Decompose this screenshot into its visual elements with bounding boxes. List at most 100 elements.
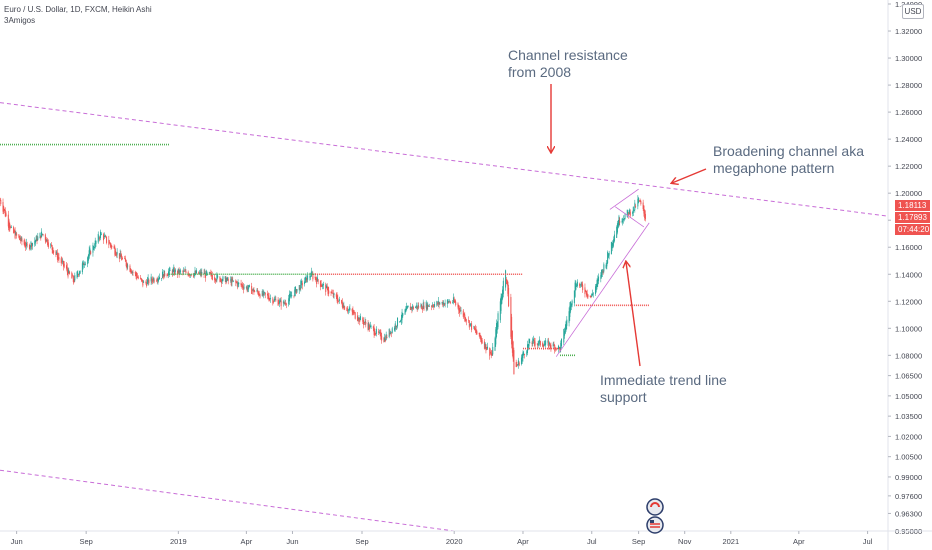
candle-body xyxy=(316,278,318,285)
candle-body xyxy=(486,347,488,350)
candle-body xyxy=(585,290,587,292)
candle-body xyxy=(327,287,329,294)
candle-body xyxy=(542,344,544,348)
channel-upper-line[interactable] xyxy=(0,102,889,217)
megaphone-lower-line[interactable] xyxy=(614,206,645,228)
candle-body xyxy=(66,266,68,273)
candle-body xyxy=(115,253,117,256)
candle-body xyxy=(146,282,148,286)
currency-button[interactable]: USD xyxy=(902,4,924,19)
candle-body xyxy=(363,322,365,324)
candle-body xyxy=(554,345,556,351)
candle-body xyxy=(415,305,417,308)
candle-body xyxy=(188,273,190,276)
y-tick-label: 1.12000 xyxy=(895,297,922,306)
candle-body xyxy=(618,216,620,226)
candle-body xyxy=(622,218,624,222)
candle-body xyxy=(348,309,350,311)
x-tick-label: Sep xyxy=(355,537,368,546)
candle-body xyxy=(319,280,321,287)
indicator-legend[interactable]: 3Amigos xyxy=(4,16,36,25)
broker-logo-icon[interactable] xyxy=(645,496,667,536)
candle-body xyxy=(289,294,291,298)
candle-body xyxy=(644,213,646,220)
candle-body xyxy=(423,305,425,310)
plot-area[interactable] xyxy=(0,102,889,532)
candle-body xyxy=(78,272,80,275)
time-axis[interactable]: Jun Sep 2019 Apr Jun Sep 2020 Apr Jul Sep Nov 2021 A… xyxy=(0,530,932,546)
candle-body xyxy=(400,320,402,322)
candle-body xyxy=(63,263,65,267)
y-tick-label: 1.08000 xyxy=(895,351,922,360)
x-tick-label: Apr xyxy=(517,537,529,546)
candle-body xyxy=(510,297,512,337)
candle-body xyxy=(628,212,630,216)
candle-body xyxy=(585,290,587,296)
candle-body xyxy=(359,318,361,323)
candle-body xyxy=(448,301,450,303)
candle-body xyxy=(148,279,150,284)
channel-lower-line[interactable] xyxy=(0,469,455,532)
candle-body xyxy=(25,244,27,248)
candle-body xyxy=(15,232,17,235)
candle-body xyxy=(251,286,253,294)
candle-body xyxy=(320,283,322,287)
candle-body xyxy=(501,293,503,304)
candle-body xyxy=(167,275,169,276)
bar-countdown-label: 07:44:20 xyxy=(895,224,930,235)
candle-body xyxy=(16,233,18,236)
candle-body xyxy=(575,283,577,290)
candle-body xyxy=(258,293,260,296)
candle-body xyxy=(31,244,33,248)
candle-body xyxy=(180,270,182,272)
candle-body xyxy=(46,239,48,241)
candle-body xyxy=(26,244,28,246)
megaphone-upper-line[interactable] xyxy=(609,188,639,210)
candle-body xyxy=(199,272,201,274)
candle-body xyxy=(512,341,514,359)
candle-body xyxy=(273,298,275,302)
candle-body xyxy=(401,311,403,320)
y-tick-label: 1.16000 xyxy=(895,243,922,252)
candle-body xyxy=(76,271,78,278)
candle-body xyxy=(447,300,449,302)
candle-body xyxy=(570,304,572,307)
candle-body xyxy=(142,279,144,286)
candle-body xyxy=(347,309,349,312)
y-tick-label: 1.28000 xyxy=(895,81,922,90)
candle-body xyxy=(358,317,360,320)
candle-body xyxy=(227,278,229,281)
candle-body xyxy=(394,323,396,330)
candle-body xyxy=(153,279,155,282)
candle-body xyxy=(34,240,36,245)
candle-body xyxy=(325,285,327,289)
candle-body xyxy=(194,270,196,275)
candle-body xyxy=(10,227,12,228)
candle-body xyxy=(608,252,610,256)
candle-body xyxy=(502,280,504,295)
candle-body xyxy=(219,276,221,282)
candle-body xyxy=(417,305,419,308)
trend-support-line[interactable] xyxy=(555,222,650,357)
y-tick-label: 1.02000 xyxy=(895,432,922,441)
y-tick-label: 0.96300 xyxy=(895,509,922,518)
candle-body xyxy=(226,279,228,281)
price-axis[interactable]: 1.340001.320001.300001.280001.260001.240… xyxy=(887,0,922,550)
candle-body xyxy=(307,275,309,280)
candle-body xyxy=(126,263,128,269)
candle-body xyxy=(462,310,464,317)
candle-body xyxy=(390,331,392,334)
candle-body xyxy=(380,332,382,340)
candle-body xyxy=(280,300,282,307)
candle-body xyxy=(639,200,641,202)
candle-body xyxy=(51,245,53,250)
candle-body xyxy=(473,326,475,328)
y-tick-label: 1.20000 xyxy=(895,189,922,198)
candle-body xyxy=(602,271,604,273)
candle-body xyxy=(406,306,408,309)
symbol-legend[interactable]: Euro / U.S. Dollar, 1D, FXCM, Heikin Ash… xyxy=(4,5,152,14)
candle-body xyxy=(478,332,480,334)
candle-body xyxy=(480,337,482,343)
candle-body xyxy=(78,274,80,276)
